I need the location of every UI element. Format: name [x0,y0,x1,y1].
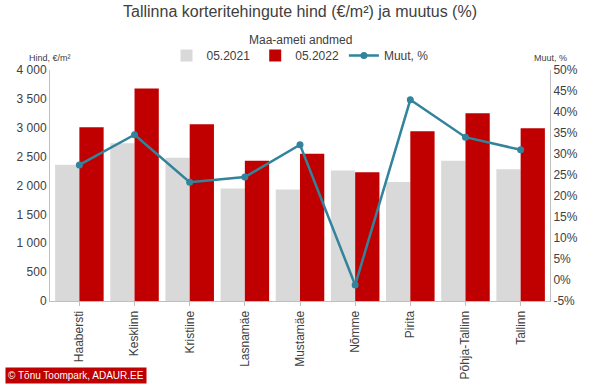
svg-text:Tallinn: Tallinn [514,311,528,345]
svg-text:500: 500 [27,265,47,279]
svg-text:Põhja-Tallinn: Põhja-Tallinn [458,311,472,380]
svg-text:Pirita: Pirita [403,310,417,338]
svg-text:10%: 10% [553,231,577,245]
svg-text:Nõmme: Nõmme [348,310,362,352]
svg-text:0%: 0% [553,273,571,287]
svg-text:Tallinna korteritehingute hind: Tallinna korteritehingute hind (€/m²) ja… [123,3,477,20]
svg-text:3 000: 3 000 [17,121,47,135]
svg-text:05.2021: 05.2021 [207,49,251,63]
svg-text:2 500: 2 500 [17,150,47,164]
svg-text:Muut, %: Muut, % [384,49,428,63]
svg-text:3 500: 3 500 [17,92,47,106]
svg-text:50%: 50% [553,63,577,77]
svg-text:15%: 15% [553,210,577,224]
svg-text:2 000: 2 000 [17,179,47,193]
svg-text:40%: 40% [553,105,577,119]
svg-text:Kesklinn: Kesklinn [127,311,141,356]
svg-text:© Tõnu Toompark, ADAUR.EE: © Tõnu Toompark, ADAUR.EE [8,370,144,381]
svg-text:Mustamäe: Mustamäe [293,310,307,366]
svg-text:20%: 20% [553,189,577,203]
svg-text:30%: 30% [553,147,577,161]
svg-text:Muut, %: Muut, % [534,53,567,63]
svg-text:45%: 45% [553,84,577,98]
svg-text:Kristiine: Kristiine [183,310,197,353]
svg-text:4 000: 4 000 [17,63,47,77]
svg-text:35%: 35% [553,126,577,140]
svg-text:05.2022: 05.2022 [295,49,339,63]
svg-text:0: 0 [40,294,47,308]
svg-text:1 000: 1 000 [17,236,47,250]
svg-text:25%: 25% [553,168,577,182]
svg-text:5%: 5% [553,252,571,266]
svg-text:Hind, €/m²: Hind, €/m² [29,53,71,63]
svg-text:Lasnamäe: Lasnamäe [238,310,252,366]
svg-text:Haabersti: Haabersti [72,311,86,362]
svg-text:-5%: -5% [553,294,575,308]
svg-text:Maa-ameti andmed: Maa-ameti andmed [249,33,352,47]
svg-text:1 500: 1 500 [17,208,47,222]
